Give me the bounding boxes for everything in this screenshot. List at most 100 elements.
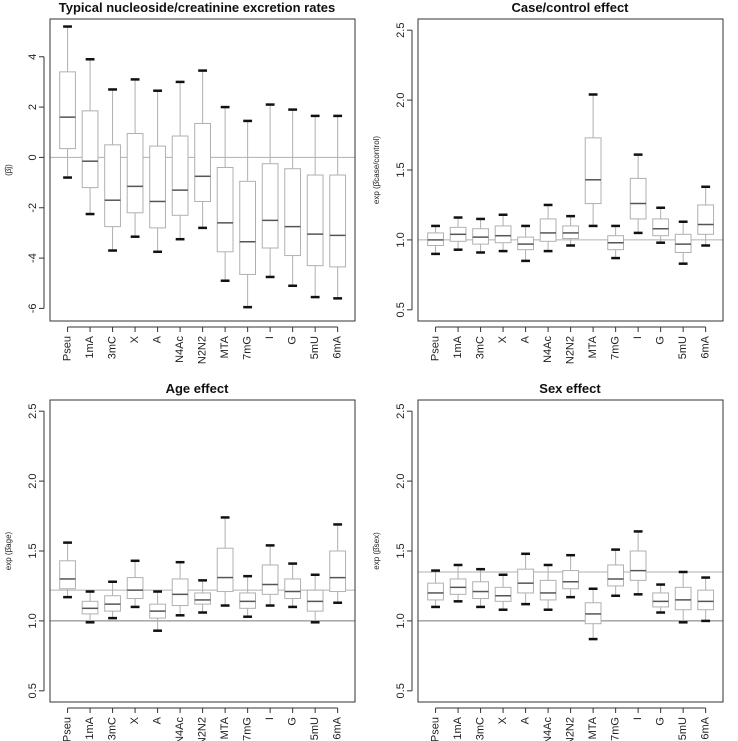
box-A [149,590,166,632]
iqr-box [539,218,557,242]
y-tick-label: 1.0 [395,232,407,247]
y-tick-label: -2 [27,203,39,213]
x-tick-label: 3mC [474,717,486,740]
iqr-box [171,578,189,607]
box-Pseu [427,569,444,609]
y-tick-label: 0.5 [395,683,407,698]
x-tick-label: N2N2 [565,336,577,364]
y-tick-label: 2.0 [395,473,407,488]
x-tick-label: G [655,336,667,345]
x-tick-label: X [129,335,141,343]
x-tick-label: 3mC [106,336,118,359]
iqr-box [171,135,189,216]
iqr-box [216,166,234,253]
iqr-box [126,133,144,214]
x-tick-label: A [520,335,532,343]
panel-title: Age effect [166,381,230,396]
y-tick-label: 1.0 [27,613,39,628]
x-tick-label: 7mG [610,717,622,741]
y-tick-label: 2.5 [395,404,407,419]
box-MTA [216,105,234,282]
box-3mC [104,580,121,620]
iqr-box [539,579,557,601]
y-tick-label: 0.5 [27,683,39,698]
x-tick-label: N2N2 [197,717,209,741]
iqr-box [494,225,512,244]
x-tick-label: X [497,335,509,343]
plot-frame [417,399,724,703]
x-tick-label: 6mA [332,716,344,739]
x-tick-label: MTA [219,716,231,739]
x-tick-label: 1mA [452,335,464,358]
plot-frame [417,18,724,322]
x-tick-label: MTA [587,335,599,358]
box-3mC [104,88,121,252]
box-I [629,530,647,596]
box-G [652,206,670,244]
iqr-box [584,137,602,205]
y-tick-label: 2.0 [27,473,39,488]
x-tick-label: N2N2 [197,336,209,364]
box-X [126,559,144,609]
y-axis-label: (β̂j) [4,164,13,176]
iqr-box [261,163,279,249]
box-I [261,103,279,279]
box-N2N2 [194,579,211,614]
box-5mU [306,114,324,299]
x-tick-label: 1mA [84,335,96,358]
iqr-box [652,218,670,237]
box-X [126,78,144,238]
y-tick-label: 2.5 [395,23,407,38]
x-tick-label: 7mG [610,336,622,360]
x-tick-label: G [287,717,299,726]
box-G [652,583,670,614]
iqr-box [284,168,302,257]
x-tick-label: Pseu [429,717,441,741]
box-A [517,552,534,606]
x-tick-label: N4Ac [542,717,554,741]
x-tick-label: 5mU [309,336,321,359]
iqr-box [607,564,625,587]
x-tick-label: G [655,717,667,726]
y-axis-label: exp (β̂age) [4,531,13,570]
y-tick-label: 0.5 [395,302,407,317]
x-tick-label: X [129,716,141,724]
x-tick-label: Pseu [429,336,441,361]
iqr-box [59,560,76,590]
y-tick-label: 2 [27,104,39,110]
panel-age-effect: Age effect exp (β̂age) 0.5 1.0 1.5 2.0 2.5 Ps… [4,381,356,741]
iqr-box [427,582,444,601]
box-5mU [674,570,692,624]
x-tick-label: 3mC [106,717,118,740]
panel-title: Sex effect [539,381,601,396]
box-MTA [216,516,234,607]
x-tick-label: N2N2 [565,717,577,741]
box-X [494,213,512,253]
box-N4Ac [171,80,189,241]
box-7mG [239,119,257,309]
iqr-box [149,145,166,229]
box-1mA [81,590,99,624]
x-tick-label: I [632,336,644,339]
x-tick-label: I [632,717,644,720]
y-tick-label: 0 [27,154,39,160]
y-tick-label: -6 [27,304,39,314]
x-tick-label: 7mG [242,336,254,360]
y-axis-label: exp (β̂case/control) [372,136,381,205]
box-7mG [607,224,625,260]
panel-excretion-rates: Typical nucleoside/creatinine excretion … [4,0,356,364]
box-A [517,224,534,263]
box-N2N2 [562,553,579,599]
x-tick-label: I [264,336,276,339]
box-N2N2 [194,69,211,230]
x-tick-label: I [264,717,276,720]
panel-title: Case/control effect [511,0,629,15]
y-tick-label: 1.5 [395,162,407,177]
iqr-box [697,589,715,611]
box-1mA [449,563,467,603]
plot-frame [49,18,356,322]
x-tick-label: 7mG [242,717,254,741]
x-tick-label: MTA [219,335,231,358]
iqr-box [517,568,534,594]
x-tick-label: 6mA [700,335,712,358]
